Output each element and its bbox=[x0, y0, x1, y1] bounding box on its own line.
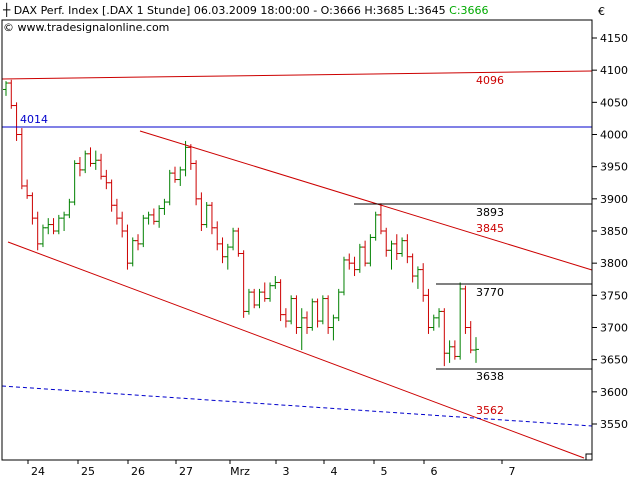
close-value: C:3666 bbox=[449, 4, 489, 17]
y-tick-label: 4100 bbox=[600, 64, 628, 77]
annotation-label: 3845 bbox=[476, 222, 504, 235]
y-tick-label: 3900 bbox=[600, 193, 628, 206]
source-url-text: www.tradesignalonline.com bbox=[17, 21, 170, 34]
resistance-line-top bbox=[1, 70, 593, 80]
y-tick-label: 4150 bbox=[600, 32, 628, 45]
moving-average-line bbox=[1, 385, 593, 427]
y-tick-label: 3850 bbox=[600, 225, 628, 238]
annotation-label: 3893 bbox=[476, 206, 504, 219]
annotation-label: 4014 bbox=[20, 113, 48, 126]
annotation-label: 4096 bbox=[476, 74, 504, 87]
copyright-icon: © bbox=[3, 21, 14, 34]
x-tick-label: 3 bbox=[283, 465, 290, 478]
y-tick-label: 3650 bbox=[600, 354, 628, 367]
x-tick-label: 26 bbox=[131, 465, 145, 478]
y-tick-label: 3950 bbox=[600, 161, 628, 174]
y-tick-label: 3700 bbox=[600, 322, 628, 335]
x-tick-label: 7 bbox=[509, 465, 516, 478]
annotation-label: 3562 bbox=[476, 404, 504, 417]
plot-frame bbox=[1, 19, 593, 461]
currency-label: € bbox=[598, 5, 605, 18]
x-tick-label: 5 bbox=[381, 465, 388, 478]
chart-title: DAX Perf. Index [.DAX 1 Stunde] 06.03.20… bbox=[13, 4, 446, 17]
x-tick-label: 24 bbox=[31, 465, 45, 478]
x-tick-label: 6 bbox=[431, 465, 438, 478]
annotation-label: 3770 bbox=[476, 286, 504, 299]
y-tick-label: 3750 bbox=[600, 289, 628, 302]
x-tick-label: Mrz bbox=[230, 465, 250, 478]
channel-line-lower bbox=[7, 241, 585, 459]
x-tick-label: 25 bbox=[81, 465, 95, 478]
annotation-label: 3638 bbox=[476, 370, 504, 383]
x-tick-label: 27 bbox=[179, 465, 193, 478]
y-tick-label: 3800 bbox=[600, 257, 628, 270]
scroll-corner bbox=[585, 453, 593, 461]
y-tick-label: 3550 bbox=[600, 418, 628, 431]
y-tick-label: 4000 bbox=[600, 129, 628, 142]
x-tick-label: 4 bbox=[331, 465, 338, 478]
y-tick-label: 3600 bbox=[600, 386, 628, 399]
source-url: © www.tradesignalonline.com bbox=[3, 21, 169, 34]
channel-line-upper bbox=[139, 130, 593, 271]
chart-header: ┼ DAX Perf. Index [.DAX 1 Stunde] 06.03.… bbox=[3, 3, 489, 17]
y-tick-label: 4050 bbox=[600, 96, 628, 109]
ohlc-icon: ┼ bbox=[3, 3, 11, 17]
